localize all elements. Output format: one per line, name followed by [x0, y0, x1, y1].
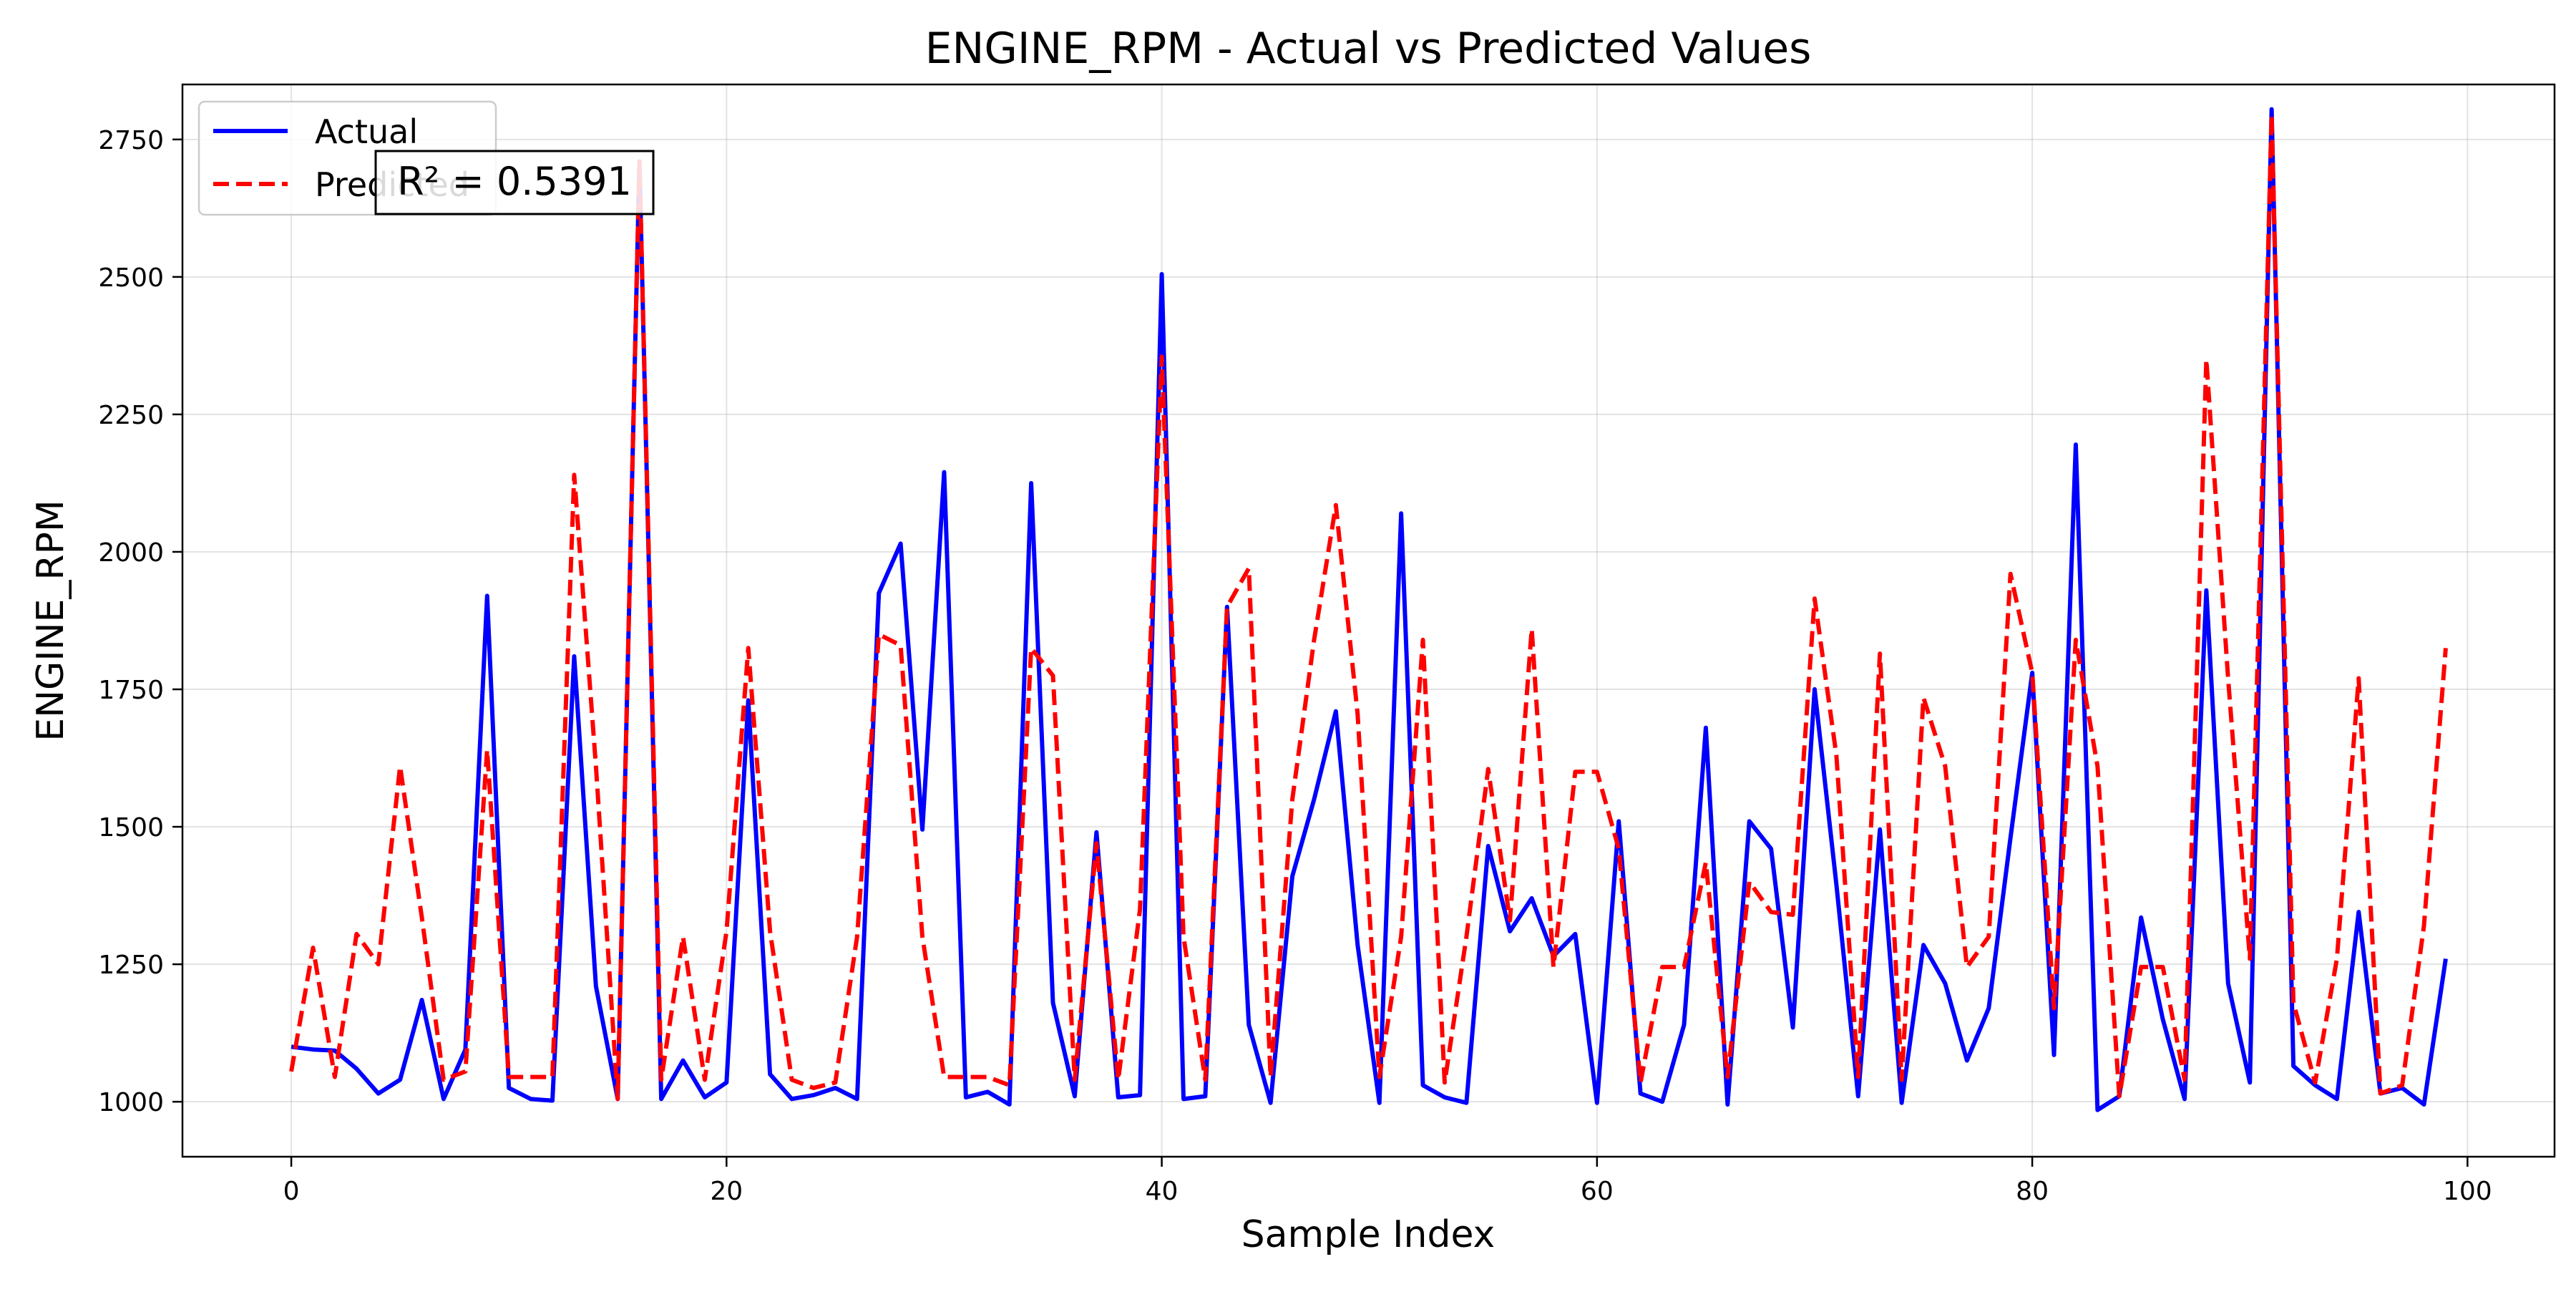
x-tick-label: 20 — [710, 1177, 743, 1206]
series-line-predicted — [289, 112, 2448, 1102]
x-tick-label: 100 — [2443, 1177, 2492, 1206]
legend-label-actual: Actual — [315, 112, 418, 151]
y-axis-label: ENGINE_RPM — [29, 500, 72, 742]
grid-lines — [182, 84, 2555, 1157]
y-tick-label: 2500 — [98, 263, 164, 293]
series-line-actual — [291, 107, 2448, 1112]
x-tick-label: 40 — [1146, 1177, 1179, 1206]
annotation-text: R² = 0.5391 — [397, 159, 632, 204]
y-tick-label: 2750 — [98, 126, 164, 155]
plot-frame — [181, 83, 2556, 1158]
y-tick-label: 2250 — [98, 401, 164, 430]
y-tick-label: 1750 — [98, 676, 164, 705]
x-tick-label: 0 — [283, 1177, 300, 1206]
axis-ticks: 0 20 40 60 80 100 1000 1250 1500 1750 2000 2250 2500… — [98, 126, 2492, 1206]
y-tick-label: 1250 — [98, 951, 164, 980]
x-tick-label: 80 — [2016, 1177, 2049, 1206]
y-tick-label: 2000 — [98, 538, 164, 568]
chart-title: ENGINE_RPM - Actual vs Predicted Values — [925, 24, 1812, 74]
annotation-box — [374, 150, 655, 215]
r-squared-annotation: R² = 0.5391 — [374, 150, 655, 215]
y-tick-label: 1500 — [98, 813, 164, 842]
x-axis-label: Sample Index — [1241, 1213, 1496, 1256]
y-tick-label: 1000 — [98, 1088, 164, 1117]
x-tick-label: 60 — [1581, 1177, 1614, 1206]
series-lines — [289, 107, 2448, 1112]
